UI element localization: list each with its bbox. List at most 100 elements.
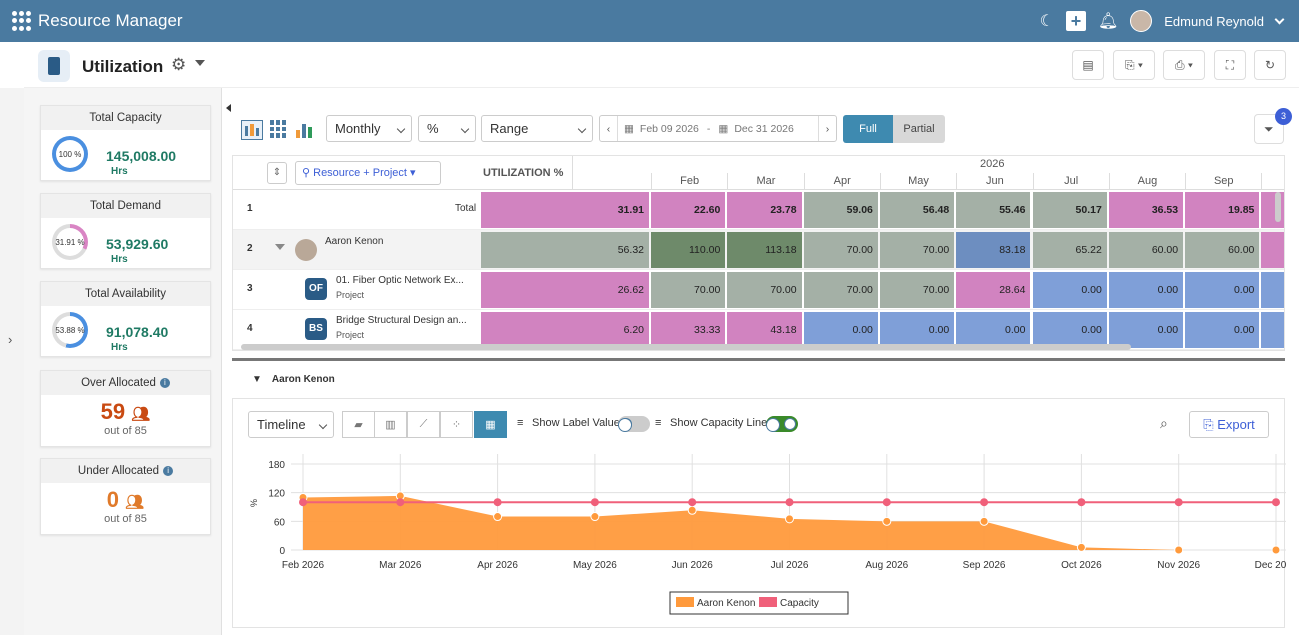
collapse-sidebar-icon[interactable] (226, 104, 231, 112)
month-cell[interactable]: 0.00 (1108, 312, 1184, 348)
horizontal-scrollbar[interactable] (241, 344, 1131, 350)
group-select[interactable]: ⚲ Resource + Project ▾ (295, 161, 441, 185)
table-row[interactable]: 4 BS Bridge Structural Design an... Project… (233, 310, 1284, 350)
utilization-cell[interactable]: 26.62 (481, 272, 649, 308)
month-cell[interactable]: 33.33 (651, 312, 726, 348)
row-name[interactable]: Bridge Structural Design an... (336, 315, 467, 326)
month-cell[interactable]: 60.00 (1185, 232, 1260, 268)
date-from[interactable]: Feb 09 2026 (639, 122, 699, 135)
info-icon[interactable]: i (163, 465, 174, 476)
chevron-down-icon[interactable] (1274, 14, 1285, 24)
capacity-icon: ≡ (655, 417, 662, 429)
fullscreen-button[interactable]: ⛶ (1214, 50, 1246, 80)
month-cell[interactable]: 0.00 (1185, 272, 1260, 308)
range-select[interactable]: Range (481, 115, 593, 142)
table-row[interactable]: 2 Aaron Kenon 56.32 110.00 113.18 70.00 70.00 8… (233, 230, 1284, 270)
month-cell[interactable]: 70.00 (803, 232, 878, 268)
month-cell[interactable]: 55.46 (956, 192, 1031, 228)
line-chart-icon[interactable]: ⟋ (407, 411, 440, 438)
stacked-chart-icon[interactable]: ▦ (474, 411, 507, 438)
export-button[interactable]: ⎘ Export (1189, 411, 1269, 438)
month-cell[interactable]: 65.22 (1032, 232, 1107, 268)
grid-chart-view-icon[interactable] (241, 120, 263, 140)
row-name[interactable]: 01. Fiber Optic Network Ex... (336, 275, 464, 286)
user-name[interactable]: Edmund Reynold (1164, 13, 1264, 29)
month-cell[interactable]: 110.00 (651, 232, 726, 268)
month-cell[interactable]: 22.60 (651, 192, 726, 228)
month-cell[interactable]: 70.00 (879, 272, 955, 308)
show-label-toggle[interactable] (618, 416, 650, 432)
print-button[interactable]: ⎙ ▾ (1163, 50, 1205, 80)
month-cell[interactable]: 0.00 (1261, 272, 1284, 308)
utilization-cell[interactable]: 56.32 (481, 232, 649, 268)
caret-down-icon[interactable]: ▼ (252, 374, 262, 385)
utilization-cell[interactable]: 6.20 (481, 312, 649, 348)
avatar[interactable] (1130, 10, 1153, 32)
sort-icon[interactable]: ⇕ (267, 162, 287, 184)
export-file-button[interactable]: ⎘ ▾ (1113, 50, 1155, 80)
month-cell[interactable]: 0.00 (1032, 272, 1107, 308)
month-cell[interactable]: 70.00 (727, 272, 802, 308)
document-button[interactable]: ▤ (1072, 50, 1104, 80)
month-cell[interactable]: 0.00 (1185, 312, 1260, 348)
month-cell[interactable]: 5.45 (1261, 232, 1284, 268)
prev-date-button[interactable]: ‹ (600, 116, 618, 141)
month-cell[interactable]: 59.06 (803, 192, 878, 228)
date-range-picker[interactable]: ‹ ▦ Feb 09 2026 - ▦ Dec 31 2026 › (599, 115, 837, 142)
unit-select[interactable]: % (418, 115, 476, 142)
month-cell[interactable]: 23.78 (727, 192, 802, 228)
refresh-button[interactable]: ↻ (1254, 50, 1286, 80)
month-cell[interactable]: 70.00 (879, 232, 955, 268)
month-cell[interactable]: 0.00 (1261, 312, 1284, 348)
bell-icon[interactable]: 🔔︎ (1097, 13, 1119, 30)
gear-icon[interactable]: ⚙ (171, 55, 187, 74)
show-capacity-toggle[interactable] (766, 416, 798, 432)
month-cell[interactable]: 70.00 (651, 272, 726, 308)
table-view-icon[interactable] (270, 120, 288, 138)
vertical-scrollbar[interactable] (1275, 192, 1281, 222)
utilization-grid: ⇕ ⚲ Resource + Project ▾ UTILIZATION % 2… (232, 155, 1285, 351)
month-cell[interactable]: 70.00 (803, 272, 878, 308)
date-to[interactable]: Dec 31 2026 (734, 122, 794, 135)
month-cell[interactable]: 113.18 (727, 232, 802, 268)
left-collapse-strip[interactable]: › (0, 88, 24, 635)
bar-chart-view-icon[interactable] (296, 120, 316, 138)
card-under-allocated[interactable]: Under Allocated i 0 👥︎ out of 85 (40, 458, 211, 535)
month-cell[interactable]: 28.64 (956, 272, 1031, 308)
month-cell[interactable]: 0.00 (879, 312, 955, 348)
month-cell[interactable]: 0.00 (1032, 312, 1107, 348)
add-icon[interactable]: + (1065, 11, 1086, 31)
month-cell[interactable]: 0.00 (1108, 272, 1184, 308)
utilization-icon (38, 50, 70, 82)
info-icon[interactable]: i (159, 377, 170, 388)
expand-icon[interactable] (275, 244, 285, 250)
month-cell[interactable]: 36.53 (1108, 192, 1184, 228)
view-select[interactable]: Timeline (248, 411, 334, 438)
month-cell[interactable]: 8.29 (1261, 192, 1284, 228)
month-cell[interactable]: 19.85 (1185, 192, 1260, 228)
caret-down-icon[interactable] (195, 60, 205, 66)
month-cell[interactable]: 60.00 (1108, 232, 1184, 268)
table-row[interactable]: 3 OF 01. Fiber Optic Network Ex... Project 2… (233, 270, 1284, 310)
area-chart-icon[interactable]: ▰ (342, 411, 375, 438)
card-over-allocated[interactable]: Over Allocated i 59 👥︎ out of 85 (40, 370, 211, 447)
month-cell[interactable]: 50.17 (1032, 192, 1107, 228)
month-cell[interactable]: 56.48 (879, 192, 955, 228)
search-icon[interactable]: ⌕ (1160, 415, 1168, 431)
period-select[interactable]: Monthly (326, 115, 412, 142)
app-grid-icon[interactable] (12, 11, 32, 31)
scatter-chart-icon[interactable]: ⁘ (440, 411, 473, 438)
month-cell[interactable]: 43.18 (727, 312, 802, 348)
dark-mode-icon[interactable]: ☾ (1039, 13, 1054, 30)
full-button[interactable]: Full (843, 115, 893, 143)
month-cell[interactable]: 0.00 (803, 312, 878, 348)
detail-section-header[interactable]: ▼ Aaron Kenon (232, 358, 1285, 398)
bar-chart-icon[interactable]: ▥ (374, 411, 407, 438)
partial-button[interactable]: Partial (893, 115, 945, 143)
next-date-button[interactable]: › (818, 116, 836, 141)
table-row[interactable]: 1 Total 31.91 22.60 23.78 59.06 56.48 55.46 50.1… (233, 190, 1284, 230)
utilization-cell[interactable]: 31.91 (481, 192, 649, 228)
chevron-right-icon[interactable]: › (8, 332, 13, 347)
month-cell[interactable]: 0.00 (956, 312, 1031, 348)
month-cell[interactable]: 83.18 (956, 232, 1031, 268)
